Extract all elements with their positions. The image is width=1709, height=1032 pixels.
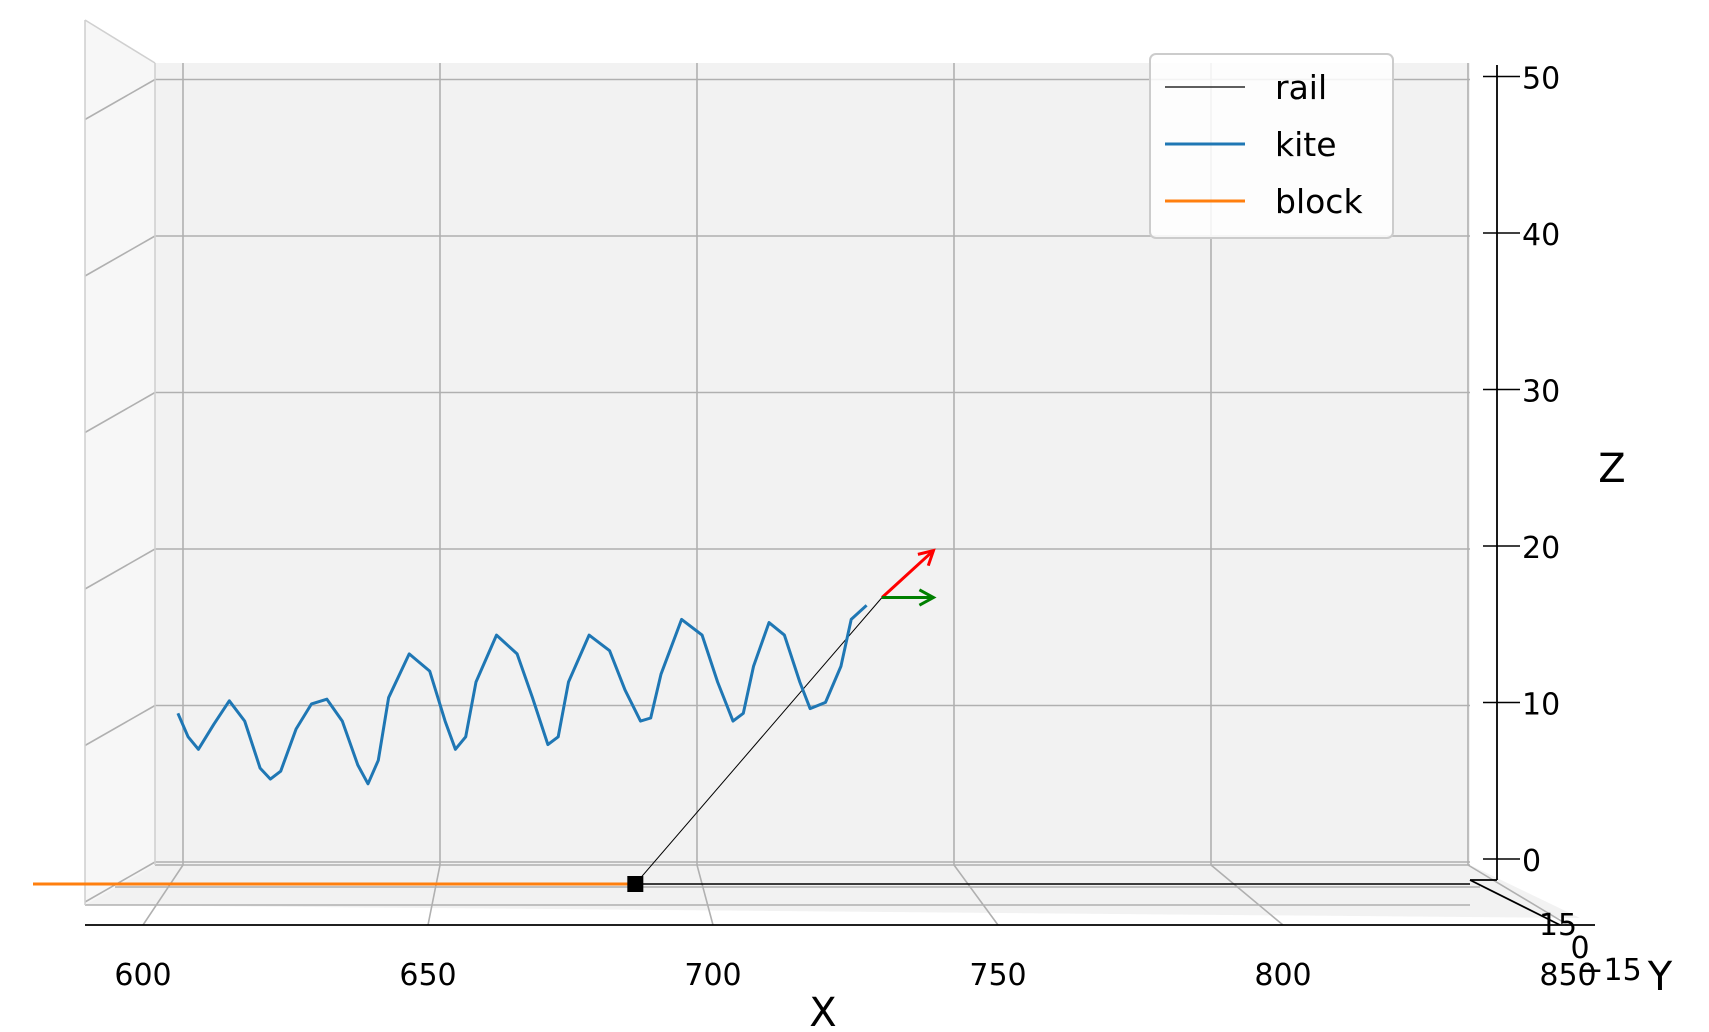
x-floor-gridline-4: [1210, 864, 1284, 926]
x-axis-title: X: [809, 990, 836, 1032]
floor-pane: [85, 865, 1580, 918]
z-gridline-left-4: [84, 235, 156, 277]
legend: rail kite block: [1149, 53, 1394, 239]
series-line-kite: [176, 604, 868, 786]
z-tick-label-2: 20: [1522, 531, 1560, 566]
axes: [84, 19, 1595, 926]
legend-label-rail: rail: [1275, 68, 1327, 107]
series-line-rail: [634, 597, 883, 885]
y-axis-line: [1469, 879, 1561, 926]
x-tick-label-4: 800: [1254, 958, 1311, 993]
arrow-shaft-0: [881, 549, 935, 599]
left-pane: [85, 20, 155, 905]
x-tick-label-5: 850: [1539, 958, 1596, 993]
z-gridline-left-2: [84, 548, 156, 590]
y-tick-label-1: 0: [1570, 931, 1589, 966]
z-gridline-left-5: [84, 78, 156, 121]
y-axis-title: Y: [1647, 954, 1673, 1000]
x-floor-gridline-1: [427, 864, 441, 926]
z-tick-label-3: 30: [1522, 375, 1560, 410]
block-marker: [627, 876, 644, 892]
series-layer: [33, 548, 1470, 892]
y-tick-label-0: 15: [1539, 908, 1577, 943]
arrow-head-1: [918, 588, 937, 607]
arrow-head-0: [917, 548, 936, 567]
x-floor-gridline-5: [1467, 864, 1569, 926]
x-floor-gridline-3: [953, 864, 999, 926]
z-axis-title: Z: [1598, 446, 1625, 492]
z-tick-label-0: 0: [1522, 844, 1541, 879]
x-tick-label-3: 750: [969, 958, 1026, 993]
legend-frame: [1149, 53, 1394, 239]
y-tick-label-2: −15: [1578, 953, 1641, 988]
left-pane-top-edge: [84, 19, 156, 64]
legend-label-kite: kite: [1275, 125, 1337, 164]
legend-label-block: block: [1275, 182, 1363, 221]
z-tick-label-4: 40: [1522, 218, 1560, 253]
x-tick-label-2: 700: [684, 958, 741, 993]
z-tick-label-1: 10: [1522, 688, 1560, 723]
x-tick-label-1: 650: [399, 958, 456, 993]
x-tick-label-0: 600: [114, 958, 171, 993]
x-floor-gridline-2: [696, 864, 714, 926]
z-tick-label-5: 50: [1522, 62, 1560, 97]
z-gridline-left-3: [84, 391, 156, 434]
x-floor-gridline-0: [142, 864, 184, 926]
z-gridline-left-0: [84, 861, 156, 903]
z-gridline-left-1: [84, 704, 156, 747]
